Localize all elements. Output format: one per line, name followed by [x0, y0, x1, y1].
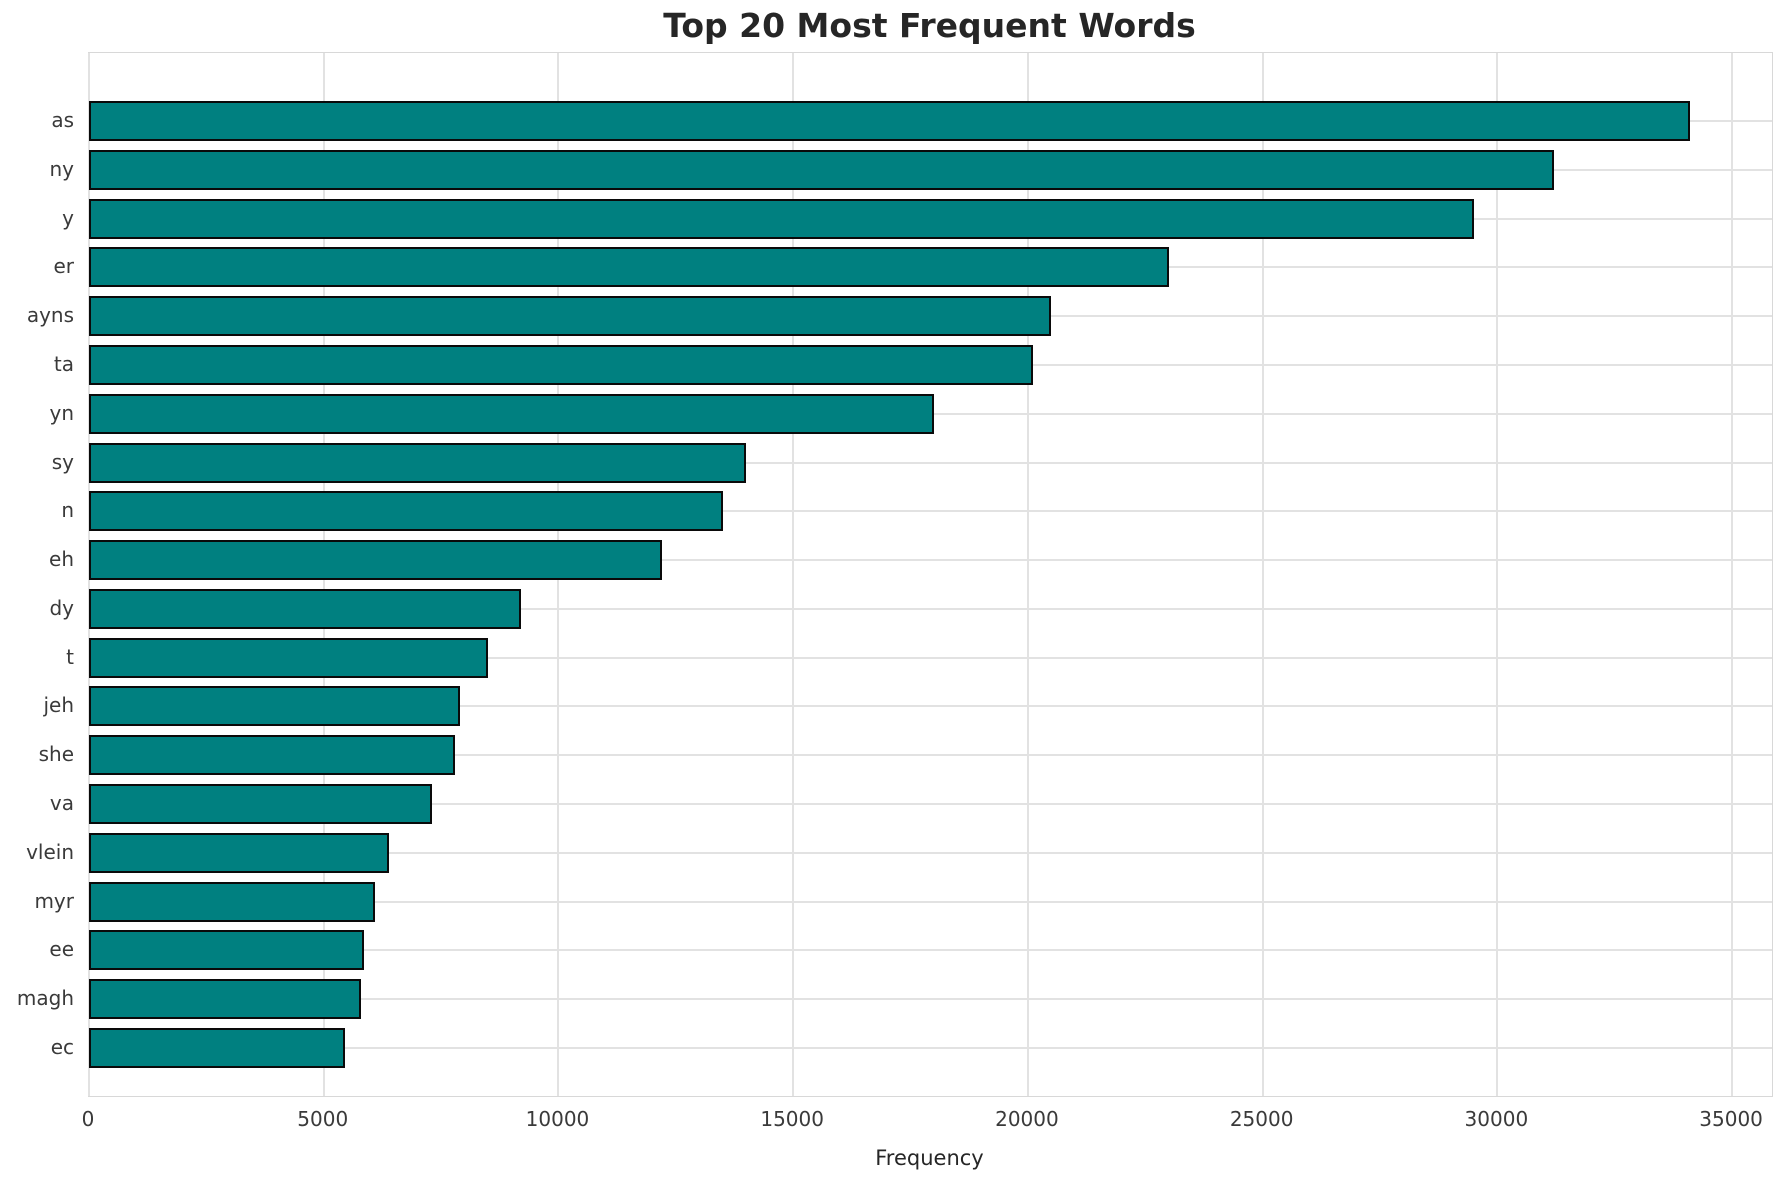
x-gridline: [1496, 53, 1499, 1096]
x-gridline: [1731, 53, 1734, 1096]
bar-ny: [89, 149, 1554, 190]
chart-title: Top 20 Most Frequent Words: [663, 6, 1196, 45]
y-tick-label-dy: dy: [49, 595, 74, 620]
x-tick-label-10000: 10000: [525, 1107, 590, 1131]
bar-ta: [89, 344, 1033, 385]
y-gridline: [89, 754, 1772, 757]
y-tick-label-she: she: [38, 742, 74, 767]
bar-myr: [89, 881, 376, 922]
y-gridline: [89, 949, 1772, 952]
bar-ee: [89, 930, 364, 971]
y-tick-label-ee: ee: [49, 937, 74, 962]
y-tick-label-as: as: [51, 108, 74, 132]
y-gridline: [89, 900, 1772, 903]
bar-ec: [89, 1028, 345, 1068]
x-tick-label-20000: 20000: [995, 1107, 1059, 1131]
y-tick-label-jeh: jeh: [43, 693, 74, 718]
bar-t: [89, 637, 489, 678]
y-tick-label-t: t: [66, 644, 74, 669]
x-tick-label-5000: 5000: [297, 1107, 349, 1131]
x-tick-label-15000: 15000: [760, 1107, 824, 1131]
y-gridline: [89, 510, 1772, 513]
bar-er: [89, 247, 1169, 288]
bar-jeh: [89, 686, 460, 727]
x-tick-label-0: 0: [81, 1107, 95, 1131]
bar-as: [89, 101, 1690, 141]
bar-magh: [89, 979, 362, 1020]
bar-va: [89, 784, 432, 825]
y-gridline: [89, 559, 1772, 562]
bar-ayns: [89, 296, 1052, 337]
y-tick-label-yn: yn: [49, 400, 74, 425]
x-gridline: [1026, 53, 1029, 1096]
y-tick-label-ec: ec: [50, 1035, 74, 1059]
x-tick-label-35000: 35000: [1699, 1107, 1763, 1131]
y-tick-label-vlein: vlein: [26, 839, 74, 864]
y-gridline: [89, 1047, 1772, 1049]
y-tick-label-ta: ta: [53, 351, 74, 376]
y-gridline: [89, 607, 1772, 610]
bar-eh: [89, 540, 662, 581]
x-gridline: [1261, 53, 1264, 1096]
x-tick-label-30000: 30000: [1464, 1107, 1529, 1131]
bar-y: [89, 198, 1474, 239]
y-gridline: [89, 851, 1772, 854]
bar-n: [89, 491, 723, 532]
x-gridline: [792, 53, 795, 1096]
y-tick-label-sy: sy: [51, 449, 74, 474]
y-tick-label-va: va: [49, 791, 74, 816]
y-gridline: [89, 998, 1772, 1001]
x-axis-label: Frequency: [875, 1146, 984, 1170]
y-gridline: [89, 705, 1772, 708]
y-tick-label-n: n: [61, 498, 74, 523]
y-tick-label-ayns: ayns: [26, 303, 74, 328]
y-tick-label-eh: eh: [49, 547, 74, 572]
y-tick-label-myr: myr: [34, 888, 74, 913]
bar-dy: [89, 588, 521, 629]
bar-sy: [89, 442, 747, 483]
y-gridline: [89, 803, 1772, 806]
y-gridline: [89, 461, 1772, 464]
y-tick-label-magh: magh: [16, 986, 74, 1011]
y-tick-label-ny: ny: [49, 156, 74, 181]
bar-yn: [89, 393, 935, 434]
plot-area: [88, 52, 1773, 1097]
y-tick-label-er: er: [53, 254, 74, 279]
bar-she: [89, 735, 456, 776]
bar-vlein: [89, 832, 390, 873]
y-tick-label-y: y: [62, 205, 74, 230]
y-gridline: [89, 656, 1772, 659]
x-tick-label-25000: 25000: [1229, 1107, 1294, 1131]
